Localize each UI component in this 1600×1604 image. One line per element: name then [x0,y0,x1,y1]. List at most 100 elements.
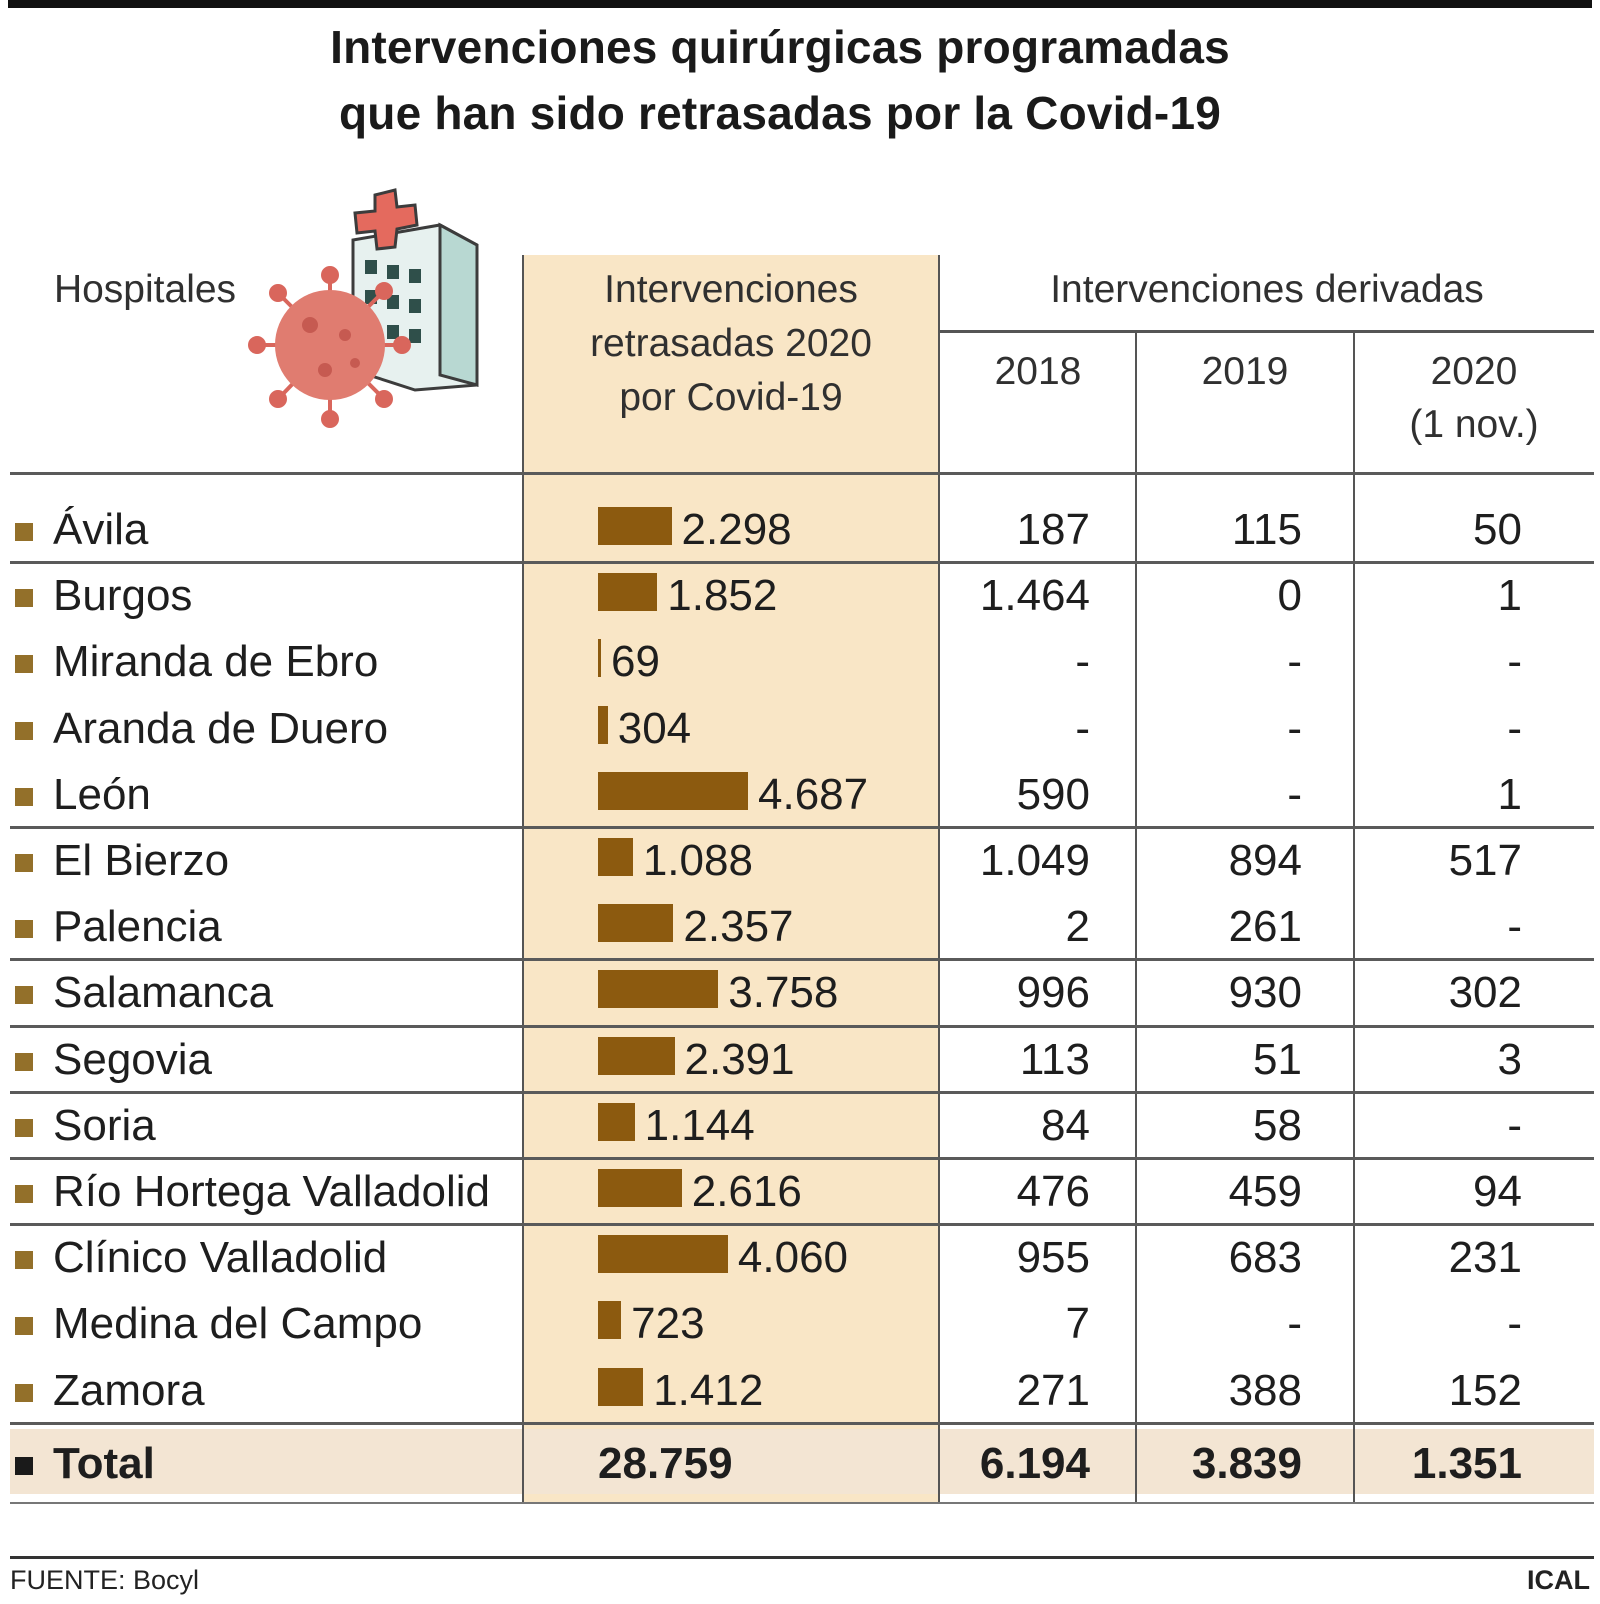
retrasadas-bar [598,507,672,545]
col-divider-4 [1353,332,1355,1502]
retrasadas-value: 1.088 [642,836,753,885]
derivadas-2018: 1.464 [979,571,1090,621]
derivadas-2018: 7 [1065,1299,1090,1349]
derivadas-2020: - [1507,637,1522,687]
hospital-name: Clínico Valladolid [53,1233,388,1283]
derivadas-2019: 894 [1228,836,1302,885]
retrasadas-value: 2.357 [683,902,794,952]
table-row: Clínico Valladolid 4.060 955 683 231 [0,1225,1600,1291]
derivadas-2020: 302 [1448,968,1522,1018]
total-retrasadas: 28.759 [598,1439,733,1488]
header-hospitales: Hospitales [53,268,237,311]
derivadas-2020: 3 [1497,1034,1522,1084]
hospital-name: León [53,769,151,819]
derivadas-2019: 459 [1228,1167,1302,1216]
derivadas-2018: 955 [1016,1233,1090,1283]
derivadas-2020: - [1507,1100,1522,1150]
row-marker [15,1052,33,1071]
table-row: León 4.687 590 - 1 [0,762,1600,828]
header-bottom-rule [10,472,1594,475]
total-label: Total [53,1439,155,1488]
col-divider-1 [522,255,524,1502]
header-retrasadas-line-3: por Covid-19 [619,376,843,419]
hospital-name: Palencia [53,902,222,952]
derivadas-2019: 51 [1253,1034,1302,1084]
derivadas-2018: 996 [1016,968,1090,1018]
retrasadas-value: 304 [617,703,692,753]
header-2019: 2019 [1201,350,1289,393]
row-marker [15,523,33,541]
top-rule [8,0,1592,8]
retrasadas-value: 69 [611,637,660,687]
hospital-name: Soria [53,1100,156,1150]
group-separator [10,1090,1594,1094]
hospital-name: Salamanca [53,968,274,1018]
row-marker [15,986,33,1005]
table-row: Miranda de Ebro 69 - - - [0,629,1600,695]
row-marker [15,655,33,674]
derivadas-2018: - [1075,703,1090,753]
hospital-name: Zamora [53,1365,205,1415]
table-row: Aranda de Duero 304 - - - [0,696,1600,762]
table-row: Segovia 2.391 113 51 3 [0,1027,1600,1093]
retrasadas-bar [598,771,748,810]
col-divider-2 [938,255,940,1502]
hospital-name: Burgos [53,571,193,621]
row-marker [15,1118,33,1137]
derivadas-2018: 476 [1016,1167,1090,1216]
hospital-name: El Bierzo [53,836,230,885]
row-marker [15,854,33,872]
total-marker [15,1457,33,1475]
group-separator [10,561,1594,565]
table-row: Palencia 2.357 2 261 - [0,894,1600,960]
derivadas-2020: - [1507,1299,1522,1349]
derivadas-2019: 58 [1253,1100,1302,1150]
table-bottom-rule [10,1502,1594,1504]
retrasadas-value: 723 [631,1299,705,1349]
derivadas-2019: - [1287,769,1302,819]
retrasadas-bar [598,1235,728,1274]
derivadas-2019: 683 [1228,1233,1302,1283]
retrasadas-value: 1.852 [667,571,778,621]
retrasadas-bar [598,838,633,876]
derivadas-2020: 152 [1448,1365,1522,1415]
retrasadas-value: 2.298 [681,505,792,554]
footer-rule [10,1556,1594,1559]
derivadas-2018: - [1075,637,1090,687]
header-2018: 2018 [994,350,1082,393]
retrasadas-bar [598,1036,675,1075]
derivadas-2019: - [1287,1299,1302,1349]
group-separator [10,958,1594,962]
derivadas-2019: 115 [1231,505,1302,554]
retrasadas-value: 1.412 [653,1365,764,1415]
hospital-name: Aranda de Duero [53,703,389,753]
col-divider-3 [1135,332,1137,1502]
derivadas-2018: 271 [1016,1365,1090,1415]
derivadas-2020: 231 [1448,1233,1522,1283]
row-marker [15,1317,33,1336]
group-separator [10,826,1594,829]
retrasadas-bar [598,1169,682,1207]
derivadas-2019: 0 [1277,571,1302,621]
group-separator [10,1024,1594,1028]
source-note: FUENTE: Bocyl [10,1565,200,1595]
total-row-shade [10,1429,1594,1494]
table-row: Medina del Campo 723 7 - - [0,1291,1600,1357]
derivadas-2019: 261 [1228,902,1302,952]
credit-label: ICAL [1527,1565,1590,1595]
table-row: Ávila 2.298 187 115 50 [0,497,1600,563]
row-marker [15,1251,33,1270]
chart-title-line-1: Intervenciones quirúrgicas programadas [330,21,1230,73]
derivadas-2018: 2 [1065,902,1090,952]
derivadas-2018: 187 [1016,505,1090,554]
chart-title-line-2: que han sido retrasadas por la Covid-19 [338,87,1222,139]
table-row: Soria 1.144 84 58 - [0,1093,1600,1159]
total-derivadas-2018: 6.194 [979,1439,1090,1488]
retrasadas-value: 2.616 [691,1167,802,1216]
retrasadas-value: 2.391 [684,1034,795,1084]
retrasadas-bar [598,904,674,943]
derivadas-2020: - [1507,703,1522,753]
row-marker [15,1185,33,1203]
hospital-name: Ávila [53,505,149,554]
derivadas-2020: 517 [1448,836,1522,885]
